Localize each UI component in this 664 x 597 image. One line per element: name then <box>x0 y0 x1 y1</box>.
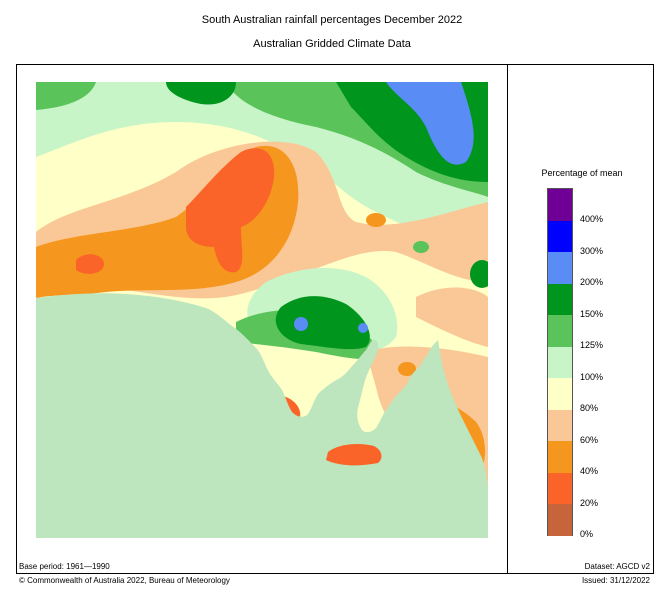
legend-colorbar <box>547 188 573 536</box>
legend-label-300: 300% <box>580 246 604 256</box>
legend-label-20: 20% <box>580 498 599 508</box>
zone-150-200-centre <box>275 296 370 350</box>
legend-swatch-80 <box>548 378 572 410</box>
rainfall-map <box>36 82 488 538</box>
zone-200-300-northeast <box>386 82 474 165</box>
legend-swatch-0 <box>548 504 572 536</box>
map-frame <box>16 64 654 574</box>
map-title: South Australian rainfall percentages De… <box>201 14 463 26</box>
zone-150-200-northcentre <box>166 82 236 105</box>
legend-swatch-125 <box>548 315 572 347</box>
rainfall-zones <box>36 82 488 538</box>
zone-125-150-dot <box>413 241 429 253</box>
zone-40-60-dot <box>366 213 386 227</box>
legend-label-400: 400% <box>580 214 604 224</box>
legend-label-40: 40% <box>580 466 599 476</box>
legend-swatch-200 <box>548 252 572 284</box>
base-period-note: Base period: 1961—1990 <box>19 562 110 571</box>
zone-200-300-dot-b <box>358 323 368 333</box>
legend-swatch-40 <box>548 441 572 473</box>
legend-swatch-300 <box>548 220 572 252</box>
legend-swatch-100 <box>548 346 572 378</box>
legend-label-100: 100% <box>580 372 604 382</box>
map-subtitle: Australian Gridded Climate Data <box>253 38 411 50</box>
legend-label-80: 80% <box>580 403 599 413</box>
legend-label-0: 0% <box>580 529 594 539</box>
zone-20-40-northwest <box>186 148 275 273</box>
legend-label-60: 60% <box>580 435 599 445</box>
dataset-note: Dataset: AGCD v2 <box>584 562 650 571</box>
copyright-note: © Commonwealth of Australia 2022, Bureau… <box>19 576 230 585</box>
ocean <box>36 293 488 538</box>
zone-150-200-northeast <box>470 260 488 288</box>
legend-label-200: 200% <box>580 277 604 287</box>
zone-60-80-east <box>416 287 488 347</box>
legend-label-125: 125% <box>580 340 604 350</box>
legend-swatch-400 <box>548 189 572 221</box>
legend-divider <box>507 64 508 574</box>
legend-swatch-20 <box>548 472 572 504</box>
legend-label-150: 150% <box>580 309 604 319</box>
issued-date: Issued: 31/12/2022 <box>581 576 650 585</box>
zone-20-40-small <box>76 254 104 274</box>
kangaroo-island-land <box>326 444 382 466</box>
zone-200-300-dot-a <box>294 317 308 331</box>
legend-swatch-150 <box>548 283 572 315</box>
zone-125-150-northwest <box>36 82 96 110</box>
legend-swatch-60 <box>548 409 572 441</box>
legend-title: Percentage of mean <box>541 168 623 178</box>
zone-40-60-coast-dot <box>398 362 416 376</box>
